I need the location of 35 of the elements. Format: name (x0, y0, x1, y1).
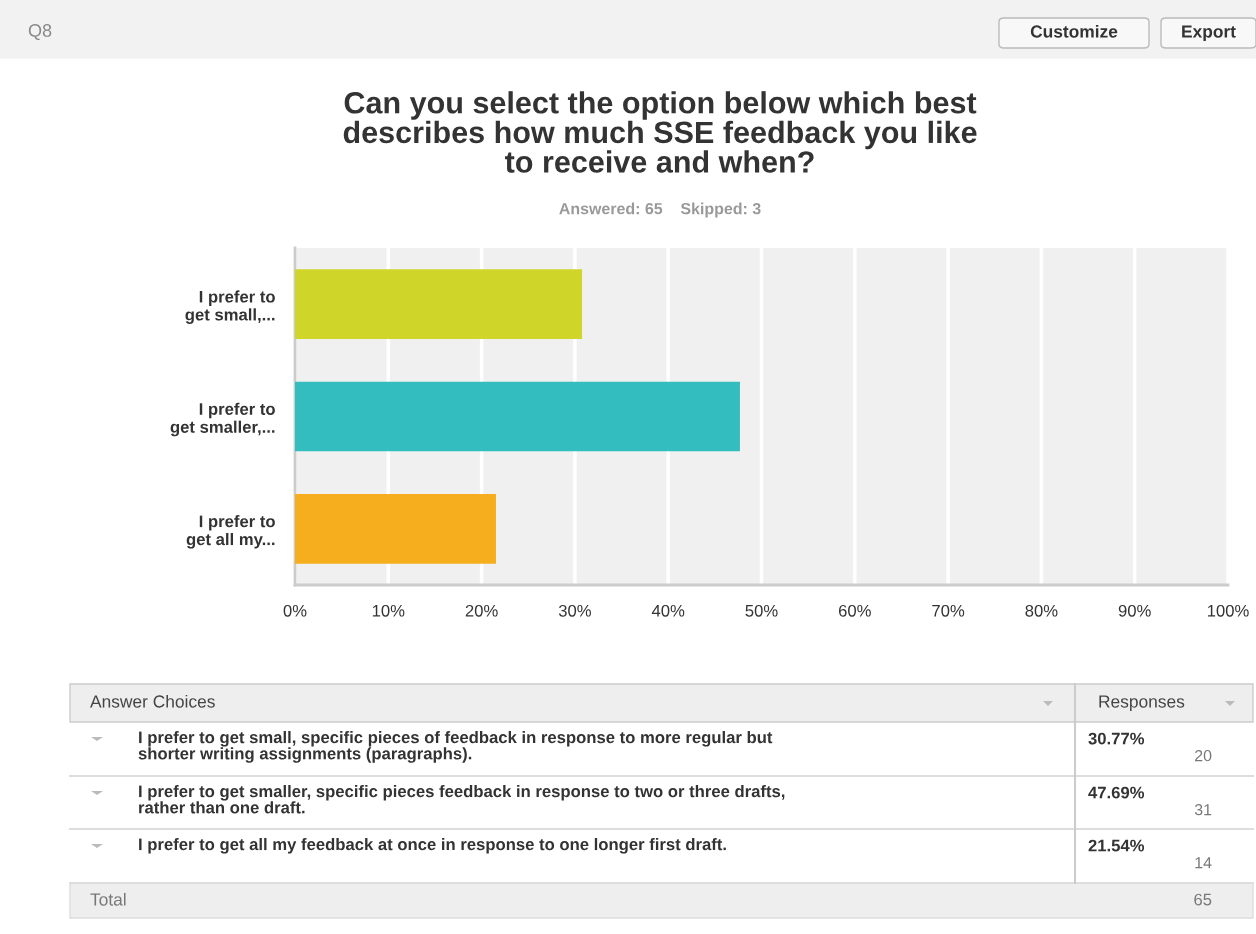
text: 20 (1195, 749, 1212, 762)
text: Responses (1099, 695, 1185, 712)
x-tick-label: 80% (1025, 604, 1058, 617)
y-tick-label: I prefer to get smaller,... (170, 402, 275, 437)
text: 47.69% (1088, 786, 1145, 799)
chart-title: Can you select the option below which best describes how much SSE feedback you like to receive and when? (343, 91, 977, 173)
x-tick-label: 10% (372, 604, 405, 617)
text: Customize (1030, 24, 1118, 38)
x-tick-label: 50% (745, 604, 778, 617)
x-tick-label: 0% (283, 604, 307, 617)
text: 14 (1195, 857, 1212, 869)
bar (295, 381, 740, 452)
text: Export (1182, 25, 1236, 42)
x-tick-label: 70% (932, 604, 965, 617)
y-tick-label: I prefer to get small,... (185, 290, 275, 324)
text: Q8 (28, 24, 52, 41)
bar (295, 269, 583, 339)
x-tick-label: 100% (1207, 604, 1249, 617)
text: I prefer to get small, specific pieces of feedback in response to more regular but shorter writing assignments (paragraphs). (138, 731, 773, 763)
x-tick-label: 30% (558, 604, 591, 617)
text: 65 (1194, 893, 1212, 906)
x-tick-label: 20% (465, 604, 498, 617)
x-tick-label: 90% (1118, 604, 1151, 617)
text: I prefer to get smaller, specific pieces feedback in response to two or three drafts, rather than one draft. (139, 785, 785, 814)
text: Total (90, 892, 126, 906)
y-tick-label: I prefer to get all my... (186, 515, 275, 549)
text: Answer Choices (90, 694, 215, 708)
x-tick-label: 40% (651, 604, 685, 617)
text: 21.54% (1088, 839, 1145, 852)
bar (295, 494, 496, 564)
text: 31 (1194, 803, 1212, 816)
x-tick-label: 60% (838, 604, 871, 617)
text: I prefer to get all my feedback at once in response to one longer first draft. (139, 838, 726, 854)
text: 30.77% (1088, 732, 1145, 745)
chart-subtitle: Answered: 65 Skipped: 3 (559, 202, 761, 218)
